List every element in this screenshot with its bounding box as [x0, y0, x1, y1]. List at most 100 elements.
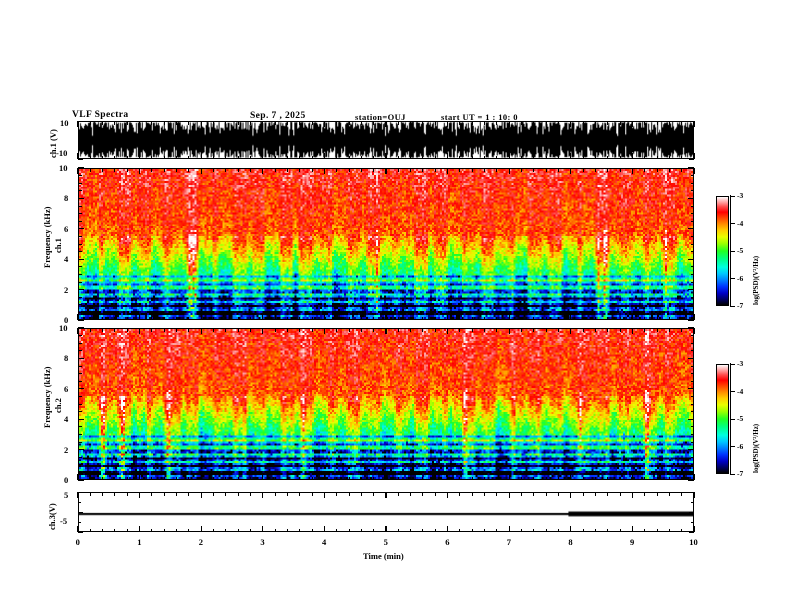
xtick [373, 476, 375, 480]
xtick [249, 121, 251, 125]
xtick [102, 155, 104, 159]
xtick [225, 528, 227, 532]
xtick [114, 476, 116, 480]
ytick [78, 380, 82, 382]
station-label: station=OUJ [355, 112, 406, 122]
xtick [274, 328, 276, 332]
colorbar-tick [730, 223, 735, 225]
xtick [447, 328, 449, 334]
xtick [422, 476, 424, 480]
xtick [274, 528, 276, 532]
xtick [557, 316, 559, 320]
xtick [262, 474, 264, 480]
xtick [496, 155, 498, 159]
xtick [484, 121, 486, 125]
xtick [299, 155, 301, 159]
xtick [348, 121, 350, 125]
xtick [644, 168, 646, 172]
xtick [557, 155, 559, 159]
xtick [114, 168, 116, 172]
xtick [434, 476, 436, 480]
xtick [484, 155, 486, 159]
ytick [690, 365, 694, 367]
xtick [237, 476, 239, 480]
xtick [410, 528, 412, 532]
xtick [188, 121, 190, 125]
ytick [689, 120, 694, 122]
ytick [78, 190, 82, 192]
xtick [213, 528, 215, 532]
colorbar-ch1-label: log(PSD)(V²/Hz) [752, 255, 760, 305]
xtick [139, 328, 141, 334]
xtick [323, 153, 325, 159]
xtick [545, 121, 547, 125]
xtick [557, 168, 559, 172]
xtick [471, 492, 473, 496]
xtick [299, 476, 301, 480]
ytick [690, 335, 694, 337]
xtick [533, 121, 535, 125]
ytick [690, 220, 694, 222]
xtick [139, 153, 141, 159]
xtick [471, 528, 473, 532]
xtick [681, 168, 683, 172]
xtick [545, 168, 547, 172]
xtick [274, 316, 276, 320]
xtick [225, 492, 227, 496]
xtick [102, 168, 104, 172]
xtick [348, 476, 350, 480]
xtick [594, 168, 596, 172]
xtick [582, 476, 584, 480]
xtick [434, 528, 436, 532]
xtick [410, 168, 412, 172]
ytick [78, 197, 84, 199]
xtick [213, 121, 215, 125]
xtick [385, 314, 387, 320]
xtick [126, 168, 128, 172]
xtick [607, 476, 609, 480]
xtick [594, 328, 596, 332]
xtick [471, 121, 473, 125]
xtick [607, 168, 609, 172]
ch2-ytick: 4 [64, 414, 69, 425]
xtick [607, 328, 609, 332]
xtick [496, 168, 498, 172]
ytick [78, 319, 84, 321]
ch1-ytick: 2 [64, 284, 69, 295]
ytick [78, 327, 84, 329]
ytick [78, 511, 83, 513]
xtick [693, 121, 695, 127]
observation-date: Sep. 7 , 2025 [250, 111, 306, 121]
xtick [151, 476, 153, 480]
ytick [690, 281, 694, 283]
ytick [78, 501, 81, 503]
xtick [311, 316, 313, 320]
ytick [688, 258, 694, 260]
xtick [570, 314, 572, 320]
xtick [508, 121, 510, 127]
xtick [77, 153, 79, 159]
xtick [496, 492, 498, 496]
xtick [213, 476, 215, 480]
xtick [385, 168, 387, 174]
xtick [213, 155, 215, 159]
xtick [360, 528, 362, 532]
ch1-spectrogram-image [79, 169, 693, 319]
xtick [619, 492, 621, 496]
xtick [545, 316, 547, 320]
xtick [77, 328, 79, 334]
xaxis-tick-label: 0 [75, 537, 80, 547]
ytick [688, 228, 694, 230]
xtick [286, 168, 288, 172]
xtick [114, 121, 116, 125]
xtick [508, 153, 510, 159]
colorbar-tick [730, 305, 735, 307]
xtick [237, 121, 239, 125]
ytick [690, 311, 694, 313]
xtick [644, 316, 646, 320]
xtick [533, 476, 535, 480]
ytick [78, 235, 82, 237]
xtick [348, 316, 350, 320]
xtick [200, 314, 202, 320]
xaxis-tick-label: 1 [137, 537, 142, 547]
